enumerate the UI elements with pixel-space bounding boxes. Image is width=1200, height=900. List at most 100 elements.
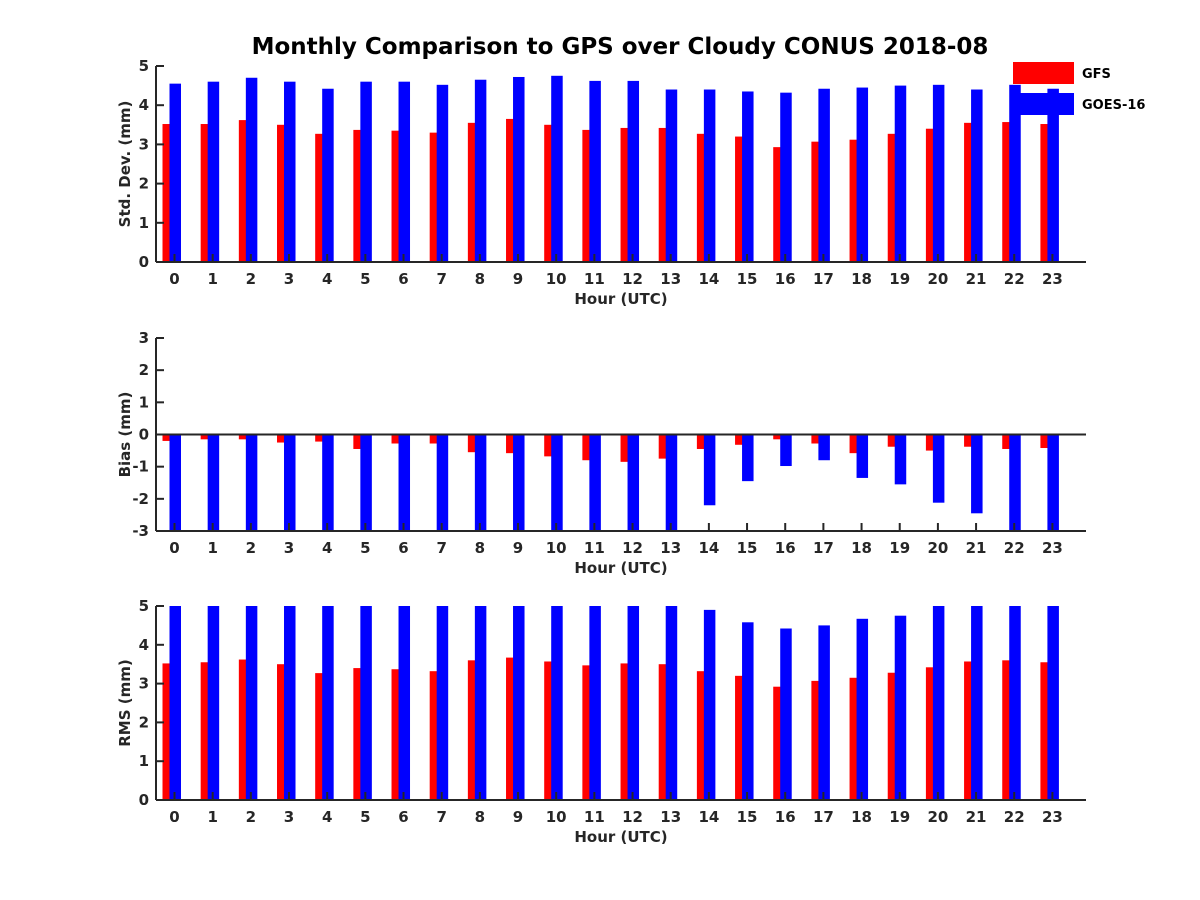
y-tick-label: 2: [139, 175, 149, 193]
bar-goes-16-hour-6: [398, 606, 411, 800]
bar-goes-16-hour-18: [856, 618, 869, 800]
bar-goes-16-hour-19: [894, 434, 907, 485]
bar-gfs-hour-9: [506, 434, 518, 454]
bar-goes-16-hour-10: [551, 606, 563, 800]
x-tick-label: 23: [1042, 808, 1063, 826]
x-tick-label: 21: [966, 808, 987, 826]
bar-goes-16-hour-12: [627, 606, 640, 800]
x-tick-label: 20: [927, 808, 948, 826]
bar-gfs-hour-10: [544, 124, 556, 262]
bar-gfs-hour-5: [353, 434, 365, 449]
bar-goes-16-hour-5: [360, 606, 372, 800]
x-tick-label: 10: [546, 270, 567, 288]
bar-goes-16-hour-10: [551, 434, 563, 531]
x-tick-label: 18: [851, 270, 872, 288]
bar-gfs-hour-6: [391, 669, 404, 800]
bar-goes-16-hour-0: [169, 434, 181, 531]
bar-goes-16-hour-19: [894, 85, 907, 262]
x-tick-label: 14: [698, 270, 719, 288]
x-tick-label: 9: [513, 270, 523, 288]
x-tick-label: 17: [813, 808, 834, 826]
x-tick-label: 2: [246, 270, 256, 288]
bar-goes-16-hour-23: [1047, 88, 1059, 263]
x-tick-label: 8: [475, 808, 485, 826]
bar-gfs-hour-8: [467, 434, 480, 453]
x-tick-label: 11: [584, 539, 605, 557]
x-tick-label: 8: [475, 270, 485, 288]
bar-goes-16-hour-4: [322, 606, 334, 800]
bar-goes-16-hour-11: [589, 434, 601, 531]
y-tick-label: -3: [132, 522, 149, 540]
bar-gfs-hour-21: [964, 434, 976, 447]
bar-goes-16-hour-2: [245, 77, 258, 262]
bar-gfs-hour-15: [735, 434, 747, 445]
x-tick-label: 22: [1004, 539, 1025, 557]
bar-goes-16-hour-21: [971, 434, 983, 514]
y-tick-label: 0: [139, 426, 149, 444]
y-tick-label: 5: [139, 57, 149, 75]
chart-title: Monthly Comparison to GPS over Cloudy CO…: [252, 34, 989, 60]
x-tick-label: 11: [584, 270, 605, 288]
legend-label-goes-16: GOES-16: [1082, 98, 1145, 113]
y-tick-label: 2: [139, 713, 149, 731]
legend-swatch-gfs: [1013, 62, 1074, 84]
bar-gfs-hour-11: [582, 665, 594, 800]
bar-goes-16-hour-23: [1047, 606, 1059, 800]
bar-gfs-hour-11: [582, 434, 594, 461]
bar-goes-16-hour-20: [932, 434, 945, 503]
x-tick-label: 6: [398, 539, 408, 557]
bar-goes-16-hour-7: [436, 84, 449, 262]
bar-gfs-hour-22: [1002, 434, 1014, 449]
bar-gfs-hour-4: [315, 133, 327, 262]
y-tick-label: 1: [139, 752, 149, 770]
bar-gfs-hour-13: [658, 664, 671, 800]
bar-gfs-hour-7: [429, 132, 442, 262]
bar-gfs-hour-3: [277, 124, 289, 262]
y-tick-label: 3: [139, 135, 149, 153]
bar-gfs-hour-20: [925, 128, 938, 262]
x-tick-label: 4: [322, 539, 332, 557]
bar-goes-16-hour-17: [818, 88, 830, 263]
bar-goes-16-hour-4: [322, 434, 334, 531]
x-tick-label: 7: [436, 270, 446, 288]
x-tick-label: 0: [169, 539, 179, 557]
bar-gfs-hour-10: [544, 434, 556, 457]
x-tick-label: 1: [207, 539, 217, 557]
bar-goes-16-hour-4: [322, 88, 334, 263]
bar-gfs-hour-12: [620, 663, 633, 800]
y-tick-label: 3: [139, 675, 149, 693]
bar-goes-16-hour-14: [703, 434, 716, 506]
bar-gfs-hour-5: [353, 129, 365, 262]
x-tick-label: 17: [813, 270, 834, 288]
bar-gfs-hour-20: [925, 667, 938, 800]
bar-goes-16-hour-12: [627, 80, 640, 263]
bar-gfs-hour-12: [620, 127, 633, 262]
bar-goes-16-hour-23: [1047, 434, 1059, 531]
bar-gfs-hour-3: [277, 434, 289, 443]
bar-gfs-hour-21: [964, 122, 976, 262]
bar-gfs-hour-16: [773, 434, 785, 440]
bar-gfs-hour-9: [506, 118, 518, 262]
y-tick-label: 5: [139, 597, 149, 615]
bar-gfs-hour-6: [391, 130, 404, 262]
bar-goes-16-hour-3: [284, 434, 296, 531]
bar-goes-16-hour-13: [665, 606, 678, 800]
x-tick-label: 0: [169, 270, 179, 288]
bar-gfs-hour-6: [391, 434, 404, 444]
bar-gfs-hour-23: [1040, 434, 1052, 449]
x-tick-label: 17: [813, 539, 834, 557]
x-tick-label: 9: [513, 808, 523, 826]
bar-goes-16-hour-1: [207, 434, 220, 531]
y-tick-label: 1: [139, 393, 149, 411]
y-axis-label: Std. Dev. (mm): [116, 101, 134, 228]
x-tick-label: 3: [284, 539, 294, 557]
y-axis-label: Bias (mm): [116, 392, 134, 478]
bar-goes-16-hour-2: [245, 606, 258, 800]
bar-gfs-hour-16: [773, 147, 785, 262]
x-tick-label: 6: [398, 270, 408, 288]
x-tick-label: 14: [698, 808, 719, 826]
bar-gfs-hour-12: [620, 434, 633, 462]
bar-gfs-hour-18: [849, 677, 862, 800]
bar-gfs-hour-22: [1002, 122, 1014, 262]
x-tick-label: 0: [169, 808, 179, 826]
